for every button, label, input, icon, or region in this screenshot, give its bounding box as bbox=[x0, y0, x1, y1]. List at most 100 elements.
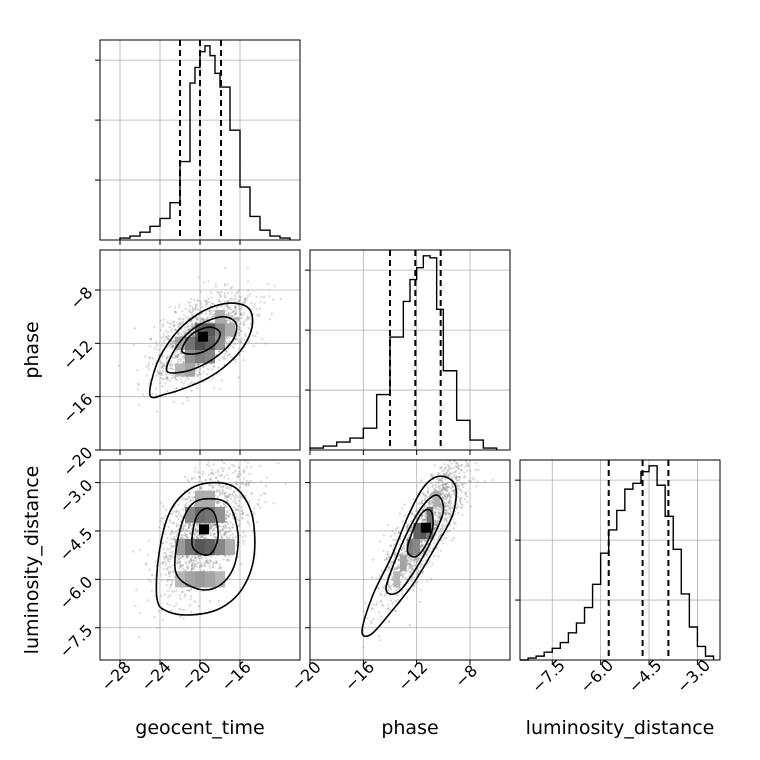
density-cell bbox=[215, 336, 225, 350]
scatter-point bbox=[397, 559, 401, 562]
density-cell bbox=[195, 539, 205, 556]
scatter-point bbox=[160, 361, 163, 364]
scatter-point bbox=[434, 520, 437, 523]
scatter-point bbox=[186, 566, 189, 569]
scatter-point bbox=[247, 317, 250, 320]
scatter-point bbox=[196, 524, 199, 527]
scatter-point bbox=[181, 355, 184, 359]
scatter-point bbox=[389, 544, 392, 547]
scatter-point bbox=[247, 327, 250, 330]
scatter-point bbox=[464, 493, 467, 496]
scatter-point bbox=[168, 575, 171, 578]
scatter-point bbox=[179, 566, 183, 569]
scatter-point bbox=[446, 471, 449, 474]
scatter-point bbox=[456, 484, 459, 487]
scatter-point bbox=[242, 470, 245, 474]
scatter-point bbox=[225, 310, 228, 313]
scatter-point bbox=[171, 552, 174, 555]
scatter-point bbox=[212, 533, 215, 536]
scatter-point bbox=[223, 283, 227, 286]
scatter-point bbox=[220, 291, 223, 294]
scatter-point bbox=[452, 453, 454, 455]
scatter-point bbox=[460, 482, 463, 485]
scatter-point bbox=[409, 559, 412, 562]
scatter-point bbox=[461, 513, 464, 517]
scatter-point bbox=[186, 325, 190, 329]
scatter-point bbox=[448, 500, 451, 503]
scatter-point bbox=[439, 479, 442, 482]
scatter-point bbox=[239, 295, 242, 299]
scatter-point bbox=[195, 557, 198, 560]
scatter-point bbox=[171, 538, 174, 541]
scatter-point bbox=[475, 462, 478, 465]
scatter-point bbox=[406, 526, 409, 529]
scatter-point bbox=[170, 362, 173, 366]
scatter-point bbox=[237, 475, 240, 478]
contour-level-0 bbox=[155, 481, 256, 616]
scatter-point bbox=[226, 305, 230, 308]
scatter-point bbox=[165, 602, 168, 606]
scatter-point bbox=[216, 373, 219, 376]
scatter-point bbox=[447, 468, 450, 471]
scatter-point bbox=[181, 555, 184, 558]
scatter-point bbox=[233, 496, 237, 499]
scatter-point bbox=[229, 485, 232, 489]
scatter-point bbox=[449, 523, 452, 526]
scatter-point bbox=[238, 289, 241, 292]
scatter-point bbox=[437, 472, 440, 475]
scatter-point bbox=[460, 506, 464, 509]
scatter-point bbox=[179, 323, 182, 326]
scatter-point bbox=[457, 487, 460, 490]
scatter-point bbox=[194, 527, 198, 530]
scatter-point bbox=[446, 495, 449, 498]
scatter-point bbox=[186, 537, 189, 540]
scatter-point bbox=[215, 442, 217, 444]
scatter-point bbox=[188, 531, 191, 534]
scatter-point bbox=[178, 510, 181, 513]
scatter-point bbox=[237, 295, 241, 298]
scatter-point bbox=[177, 306, 181, 309]
scatter-point bbox=[446, 489, 449, 492]
scatter-point bbox=[444, 488, 447, 491]
scatter-point bbox=[194, 481, 197, 484]
scatter-point bbox=[430, 491, 433, 494]
scatter-point bbox=[475, 454, 477, 456]
scatter-point bbox=[228, 321, 232, 324]
scatter-point bbox=[193, 558, 196, 561]
scatter-point bbox=[232, 316, 235, 319]
scatter-point bbox=[447, 485, 451, 488]
scatter-point bbox=[477, 454, 479, 456]
scatter-point bbox=[190, 324, 194, 327]
scatter-point bbox=[186, 498, 189, 501]
scatter-point bbox=[197, 555, 200, 558]
scatter-point bbox=[454, 522, 457, 525]
scatter-point bbox=[449, 496, 452, 499]
scatter-point bbox=[421, 559, 424, 563]
scatter-point bbox=[190, 527, 193, 531]
scatter-point bbox=[187, 478, 190, 482]
scatter-point bbox=[183, 332, 186, 335]
scatter-point bbox=[171, 579, 174, 583]
scatter-point bbox=[445, 493, 448, 496]
scatter-point bbox=[202, 319, 205, 322]
scatter-point bbox=[195, 530, 198, 533]
scatter-point bbox=[200, 317, 203, 320]
scatter-point bbox=[218, 494, 221, 497]
scatter-point bbox=[249, 322, 252, 326]
scatter-point bbox=[387, 553, 390, 556]
scatter-point bbox=[225, 521, 228, 524]
scatter-point bbox=[428, 501, 431, 504]
scatter-point bbox=[238, 299, 242, 302]
scatter-point bbox=[214, 523, 217, 526]
scatter-point bbox=[447, 502, 450, 505]
scatter-point bbox=[211, 376, 214, 379]
scatter-point bbox=[216, 290, 219, 294]
scatter-point bbox=[166, 337, 169, 340]
scatter-point bbox=[172, 550, 175, 553]
scatter-point bbox=[208, 559, 211, 562]
scatter-point bbox=[215, 501, 218, 505]
scatter-point bbox=[189, 500, 192, 503]
scatter-point bbox=[393, 553, 396, 556]
scatter-point bbox=[259, 300, 262, 304]
scatter-point bbox=[394, 610, 398, 613]
